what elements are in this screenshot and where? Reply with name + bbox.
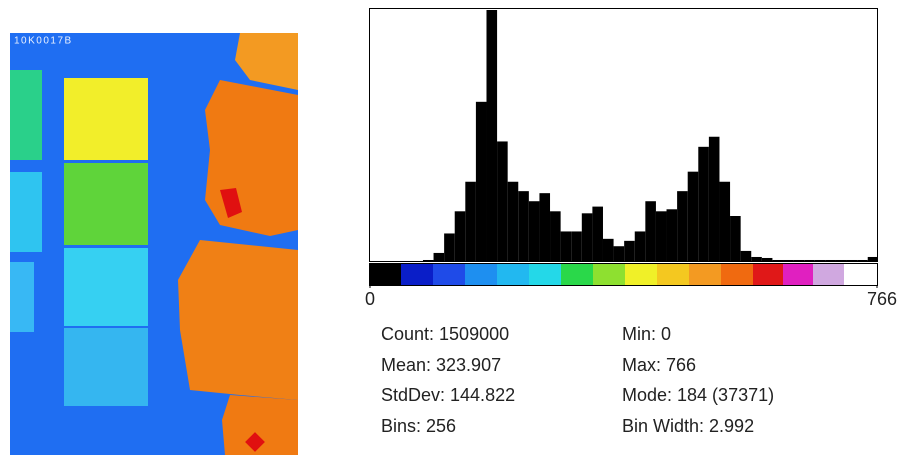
histogram-bar	[602, 238, 614, 261]
histogram-bar	[454, 211, 466, 261]
histogram-bar	[518, 191, 529, 261]
histogram-bar	[666, 209, 678, 261]
histogram-bar	[560, 231, 572, 261]
histogram-bar	[857, 259, 868, 261]
histogram-bar	[761, 257, 773, 261]
histogram-bar	[846, 259, 858, 261]
histogram-bar	[528, 201, 540, 261]
histogram-bar	[539, 193, 551, 261]
histogram-bar	[634, 231, 646, 261]
image: 10K0017B	[10, 33, 298, 455]
histogram-bar	[708, 136, 720, 261]
histogram-bar	[444, 233, 455, 261]
histogram-bar	[507, 181, 519, 261]
histogram-bar	[698, 146, 709, 261]
histogram-bar	[793, 259, 805, 261]
histogram-bar	[486, 10, 498, 261]
stat-min: Min: 0	[622, 324, 671, 344]
stat-mean: Mean: 323.907	[381, 355, 501, 375]
histogram-bar	[497, 141, 508, 261]
histogram-bar	[571, 231, 582, 261]
histogram-bar	[730, 215, 741, 261]
stat-max: Max: 766	[622, 355, 696, 375]
histogram-frame	[369, 8, 878, 262]
stat-count: Count: 1509000	[381, 324, 509, 344]
histogram-bar	[687, 171, 699, 261]
histogram-bar	[867, 256, 877, 261]
histogram-bar	[581, 213, 593, 261]
lut-bar	[369, 263, 878, 286]
histogram-bar	[814, 259, 826, 261]
histogram-bar	[465, 181, 476, 261]
histogram	[422, 10, 877, 261]
histogram-bar	[624, 240, 635, 261]
histogram-bar	[475, 101, 487, 261]
histogram-bar	[655, 211, 667, 261]
stats: Count: 1509000 Mean: 323.907 StdDev: 144…	[381, 324, 774, 436]
histogram-bar	[740, 250, 752, 261]
histogram-bar	[719, 181, 731, 261]
stat-stddev: StdDev: 144.822	[381, 385, 515, 405]
histogram-bar	[433, 252, 445, 261]
histogram-bar	[592, 206, 603, 261]
histogram-bar	[677, 191, 688, 261]
histogram-bar	[772, 259, 784, 261]
histogram-bar	[613, 246, 625, 261]
stat-bins: Bins: 256	[381, 416, 456, 436]
histogram-bar	[804, 259, 815, 261]
x-tick-label: 0	[365, 289, 375, 309]
histogram-bar	[783, 259, 794, 261]
histogram-bar	[835, 259, 847, 261]
histogram-bar	[422, 259, 434, 261]
histogram-bar	[825, 259, 836, 261]
image-label: 10K0017B	[14, 36, 73, 47]
histogram-bar	[645, 201, 656, 261]
histogram-bar	[751, 256, 762, 261]
x-tick-label: 766	[867, 289, 897, 309]
stat-bin-width: Bin Width: 2.992	[622, 416, 754, 436]
stat-mode: Mode: 184 (37371)	[622, 385, 774, 405]
histogram-bar	[550, 211, 561, 261]
